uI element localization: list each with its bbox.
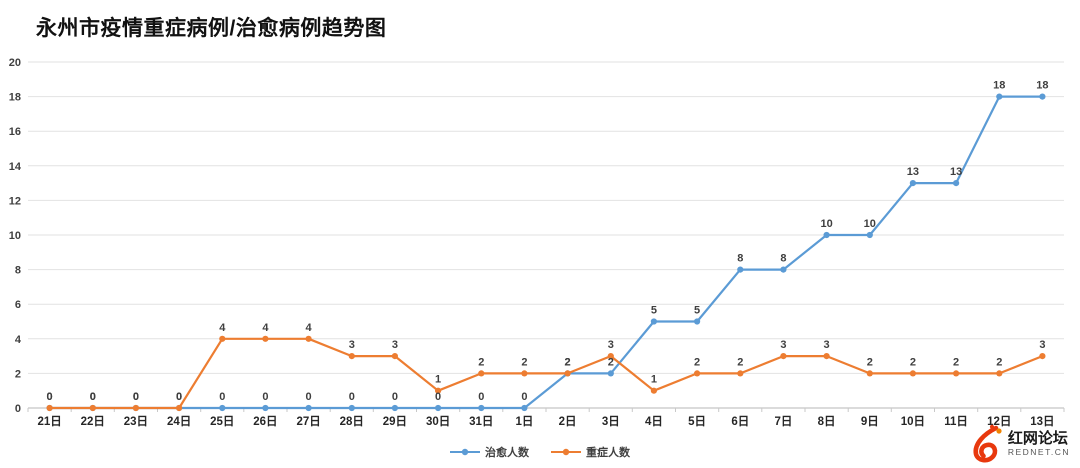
svg-text:21日: 21日 (37, 415, 61, 428)
chart-legend: 治愈人数 重症人数 (0, 444, 1080, 460)
svg-text:10日: 10日 (901, 415, 925, 428)
svg-text:5日: 5日 (688, 415, 706, 428)
svg-text:27日: 27日 (296, 415, 320, 428)
svg-text:2: 2 (565, 356, 571, 368)
legend-item-cured: 治愈人数 (450, 444, 529, 460)
svg-text:18: 18 (993, 80, 1005, 92)
svg-text:4: 4 (15, 334, 22, 346)
svg-text:3: 3 (392, 339, 398, 351)
svg-text:2日: 2日 (559, 415, 577, 428)
legend-label-cured: 治愈人数 (485, 447, 529, 459)
svg-text:9日: 9日 (861, 415, 879, 428)
svg-text:10: 10 (864, 218, 876, 230)
rednet-domain: REDNET.CN (1007, 446, 1070, 457)
svg-text:26日: 26日 (253, 415, 277, 428)
svg-text:3日: 3日 (602, 415, 620, 428)
svg-text:1日: 1日 (515, 415, 533, 428)
svg-text:7日: 7日 (774, 415, 792, 428)
svg-text:11日: 11日 (944, 415, 968, 428)
svg-text:3: 3 (608, 339, 614, 351)
svg-text:20: 20 (9, 57, 21, 69)
svg-text:8: 8 (780, 253, 786, 265)
svg-text:0: 0 (133, 391, 139, 403)
svg-text:6日: 6日 (731, 415, 749, 428)
svg-text:0: 0 (176, 391, 182, 403)
svg-text:0: 0 (90, 391, 96, 403)
legend-item-severe: 重症人数 (551, 444, 630, 460)
svg-text:2: 2 (910, 356, 916, 368)
rednet-text: 红网论坛 REDNET.CN (1008, 431, 1070, 457)
svg-text:8: 8 (15, 265, 21, 277)
svg-text:18: 18 (9, 92, 21, 104)
svg-text:31日: 31日 (469, 415, 493, 428)
svg-text:8日: 8日 (818, 415, 836, 428)
svg-text:0: 0 (176, 391, 182, 403)
svg-text:3: 3 (824, 339, 830, 351)
svg-text:4日: 4日 (645, 415, 663, 428)
svg-text:25日: 25日 (210, 415, 234, 428)
svg-text:0: 0 (262, 391, 268, 403)
svg-text:12: 12 (9, 195, 21, 207)
svg-text:4: 4 (306, 322, 313, 334)
svg-text:2: 2 (15, 368, 21, 380)
rednet-name-cn: 红网论坛 (1007, 430, 1068, 448)
svg-text:16: 16 (9, 126, 21, 138)
svg-text:29日: 29日 (383, 415, 407, 428)
svg-text:3: 3 (1039, 339, 1045, 351)
legend-label-severe: 重症人数 (586, 447, 630, 459)
svg-text:12日: 12日 (987, 415, 1011, 428)
svg-text:13日: 13日 (1030, 415, 1054, 428)
svg-text:13: 13 (950, 166, 962, 178)
svg-text:0: 0 (47, 391, 53, 403)
svg-text:0: 0 (15, 403, 21, 415)
rednet-watermark: 红网论坛 REDNET.CN (968, 424, 1070, 464)
svg-text:2: 2 (867, 356, 873, 368)
svg-text:22日: 22日 (81, 415, 105, 428)
svg-text:2: 2 (565, 356, 571, 368)
svg-text:0: 0 (435, 391, 441, 403)
svg-text:2: 2 (996, 356, 1002, 368)
svg-text:2: 2 (521, 356, 527, 368)
svg-text:10: 10 (820, 218, 832, 230)
svg-text:0: 0 (90, 391, 96, 403)
svg-text:18: 18 (1036, 80, 1048, 92)
svg-text:2: 2 (694, 356, 700, 368)
svg-text:30日: 30日 (426, 415, 450, 428)
svg-text:10: 10 (9, 230, 21, 242)
svg-text:1: 1 (435, 374, 441, 386)
svg-text:24日: 24日 (167, 415, 191, 428)
svg-text:23日: 23日 (124, 415, 148, 428)
svg-text:0: 0 (478, 391, 484, 403)
svg-text:5: 5 (651, 305, 657, 317)
svg-text:2: 2 (953, 356, 959, 368)
svg-text:4: 4 (219, 322, 226, 334)
svg-text:0: 0 (392, 391, 398, 403)
svg-text:14: 14 (9, 161, 22, 173)
svg-text:3: 3 (349, 339, 355, 351)
svg-text:0: 0 (349, 391, 355, 403)
severe-series-marker-icon (551, 448, 581, 456)
svg-text:2: 2 (737, 356, 743, 368)
svg-text:2: 2 (478, 356, 484, 368)
svg-text:4: 4 (262, 322, 269, 334)
svg-text:0: 0 (306, 391, 312, 403)
svg-text:28日: 28日 (340, 415, 364, 428)
svg-text:6: 6 (15, 299, 21, 311)
svg-text:0: 0 (133, 391, 139, 403)
svg-text:3: 3 (780, 339, 786, 351)
svg-text:0: 0 (219, 391, 225, 403)
svg-text:8: 8 (737, 253, 743, 265)
cured-series-marker-icon (450, 448, 480, 456)
svg-text:13: 13 (907, 166, 919, 178)
svg-text:0: 0 (521, 391, 527, 403)
svg-text:2: 2 (608, 356, 614, 368)
svg-text:1: 1 (651, 374, 657, 386)
chart-title: 永州市疫情重症病例/治愈病例趋势图 (36, 17, 387, 40)
rednet-logo-icon (973, 424, 1002, 463)
svg-text:5: 5 (694, 305, 700, 317)
svg-text:0: 0 (47, 391, 53, 403)
